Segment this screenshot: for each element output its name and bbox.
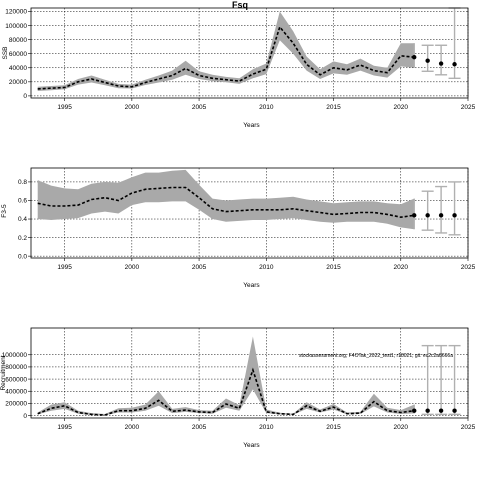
estimate-line [37,25,415,90]
x-tick-label: 2005 [192,424,207,431]
x-tick-label: 2000 [125,104,140,111]
x-tick-label: 2005 [192,264,207,271]
y-tick-label: 0 [23,93,27,100]
forecast-point [425,408,430,413]
y-tick-label: 600000 [5,376,27,383]
y-tick-label: 0.4 [18,216,27,223]
x-tick-label: 1995 [57,104,72,111]
panel-fishing-mortality: 1995 2000 2005 2010 2015 2020 2025 0.0 0.2 0.4 0.6… [1,167,476,289]
x-tick-label: 2020 [394,424,409,431]
y-tick-label: 200000 [5,401,27,408]
main-title: Fsq [232,0,248,10]
confidence-band [37,11,415,91]
x-tick-label: 2015 [326,424,341,431]
forecast-point [438,408,444,413]
plot-frame [30,7,469,99]
y-tick-label: 100000 [5,23,27,30]
estimate-line [37,367,415,416]
x-tick-label: 2000 [125,424,140,431]
x-tick-label: 2025 [461,424,476,431]
plot-frame [30,327,469,419]
x-tick-label: 2015 [326,104,341,111]
y-tick-label: 20000 [9,79,27,86]
y-tick-label: 40000 [9,65,27,72]
confidence-band [37,169,415,230]
last-year-point [412,213,417,218]
y-axis-title: F3-5 [1,204,8,218]
y-tick-label: 0.0 [18,253,27,260]
forecast-point [452,62,457,67]
last-year-point [412,408,417,413]
y-tick-label: 60000 [9,51,27,58]
x-axis-title: Years [243,442,260,449]
x-tick-label: 2010 [259,264,274,271]
y-tick-label: 0 [23,413,27,420]
y-tick-label: 0.2 [18,235,27,242]
forecast-point [452,213,457,218]
x-tick-label: 2005 [192,104,207,111]
y-axis-title: SSB [2,46,9,59]
x-axis-title: Years [243,282,260,289]
source-annotation: stockassessment.org, F4OTak_2022_test1, … [299,353,453,359]
confidence-band [37,336,415,416]
forecast-point [438,61,444,66]
x-tick-label: 2015 [326,264,341,271]
x-tick-label: 2020 [394,264,409,271]
y-tick-label: 0.8 [18,179,27,186]
forecast-point [438,213,444,218]
x-tick-label: 1995 [57,264,72,271]
x-tick-label: 2000 [125,264,140,271]
x-axis-title: Years [243,122,260,129]
x-tick-label: 1995 [57,424,72,431]
y-tick-label: 120000 [5,9,27,16]
panel-recruitment: 1995 2000 2005 2010 2015 2020 2025 0 200000 40000… [0,327,476,449]
last-year-point [412,55,417,60]
plot-frame [30,167,469,259]
x-tick-label: 2025 [461,264,476,271]
x-tick-label: 2020 [394,104,409,111]
x-tick-label: 2010 [259,424,274,431]
y-tick-label: 80000 [9,37,27,44]
forecast-point [452,408,457,413]
y-tick-label: 0.6 [18,198,27,205]
y-axis-title: Recruitment [0,355,7,390]
x-tick-label: 2025 [461,104,476,111]
forecast-point [425,213,430,218]
y-tick-label: 400000 [5,388,27,395]
y-tick-label: 1000000 [2,352,28,359]
y-tick-label: 800000 [5,364,27,371]
forecast-point [425,58,430,63]
panel-ssb: 1995 2000 2005 2010 2015 2020 2025 0 20000 40000 6… [2,7,476,129]
estimate-line [37,186,415,219]
x-tick-label: 2010 [259,104,274,111]
